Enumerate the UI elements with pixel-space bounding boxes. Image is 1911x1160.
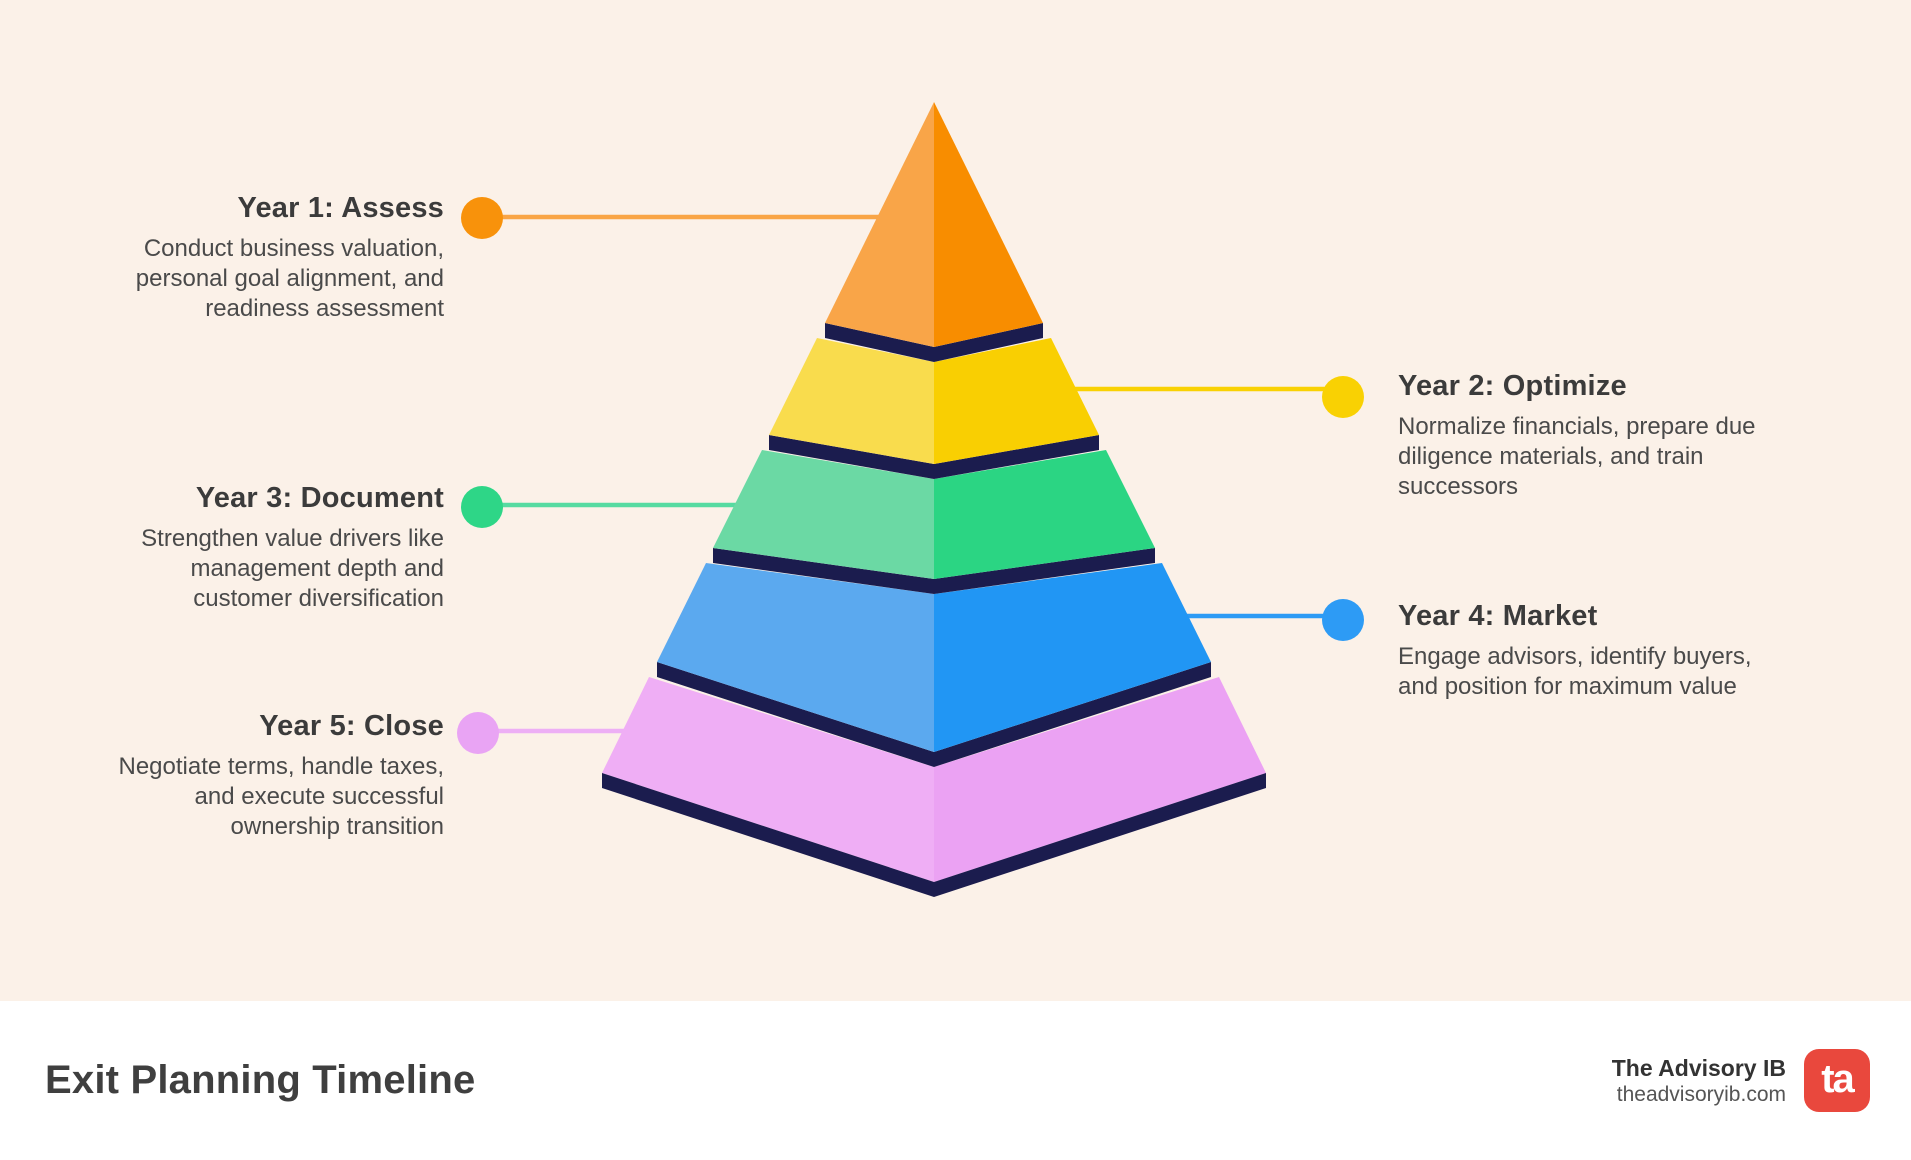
brand-logo-text: ta xyxy=(1821,1057,1855,1101)
tier-2-dot xyxy=(1322,376,1364,418)
pyramid-separator-3 xyxy=(713,548,1155,594)
tier-5-description: Negotiate terms, handle taxes, and execu… xyxy=(118,753,444,840)
tier-4-dot xyxy=(1322,599,1364,641)
pyramid-tier-2-left-face xyxy=(769,338,934,464)
pyramid-tier-4-right-face xyxy=(934,563,1211,752)
page-title: Exit Planning Timeline xyxy=(45,1058,476,1102)
pyramid-tier-3-left-face xyxy=(713,450,934,579)
tier-4-label: Year 4: Market Engage advisors, identify… xyxy=(1398,598,1778,702)
tier-3-dot xyxy=(461,486,503,528)
tier-3-title: Year 3: Document xyxy=(195,482,444,514)
brand-website: theadvisoryib.com xyxy=(1616,1083,1786,1106)
tier-5-label: Year 5: Close Negotiate terms, handle ta… xyxy=(112,708,444,842)
tier-3-description: Strengthen value drivers like management… xyxy=(141,525,444,612)
brand-logo: ta xyxy=(1804,1049,1870,1112)
brand-block: The Advisory IB theadvisoryib.com ta xyxy=(1612,1001,1870,1160)
tier-4-title: Year 4: Market xyxy=(1398,600,1598,632)
tier-2-title: Year 2: Optimize xyxy=(1398,370,1627,402)
footer-bar: Exit Planning Timeline The Advisory IB t… xyxy=(0,1001,1911,1160)
pyramid-tier-5-right-face xyxy=(934,677,1266,882)
pyramid-tier-1-left-face xyxy=(825,102,934,347)
pyramid-separator-2 xyxy=(769,435,1099,479)
tier-5-title: Year 5: Close xyxy=(259,710,444,742)
tier-2-description: Normalize financials, prepare due dilige… xyxy=(1398,413,1756,500)
pyramid-tier-2-right-face xyxy=(934,338,1099,464)
pyramid-tier-4-left-face xyxy=(657,563,934,752)
tier-4-description: Engage advisors, identify buyers, and po… xyxy=(1398,643,1752,700)
tier-3-label: Year 3: Document Strengthen value driver… xyxy=(112,480,444,614)
pyramid-tier-1-right-face xyxy=(934,102,1043,347)
brand-name: The Advisory IB xyxy=(1611,1055,1786,1081)
tier-1-title: Year 1: Assess xyxy=(237,192,444,224)
tier-5-dot xyxy=(457,712,499,754)
brand-text: The Advisory IB theadvisoryib.com xyxy=(1612,1054,1786,1107)
tier-1-description: Conduct business valuation, personal goa… xyxy=(135,235,444,322)
tier-1-dot xyxy=(461,197,503,239)
pyramid-separator-1 xyxy=(825,323,1043,362)
tier-2-label: Year 2: Optimize Normalize financials, p… xyxy=(1398,368,1778,502)
tier-1-label: Year 1: Assess Conduct business valuatio… xyxy=(112,190,444,324)
pyramid-tier-3-right-face xyxy=(934,450,1155,579)
pyramid-tier-5-left-face xyxy=(602,677,934,882)
